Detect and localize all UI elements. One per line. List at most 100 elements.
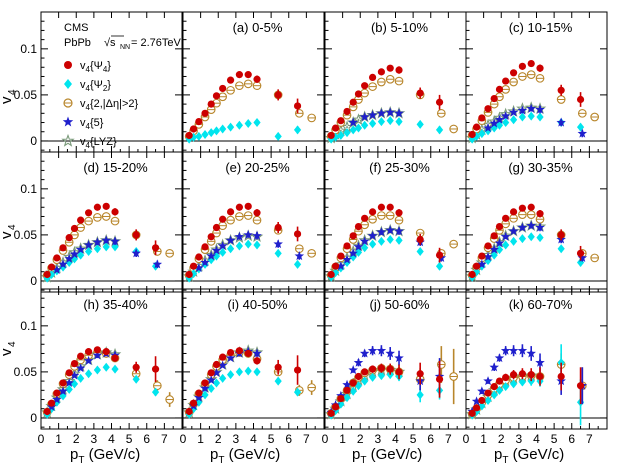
x-tick-label: 4 — [533, 432, 540, 446]
data-point — [377, 371, 385, 381]
data-point — [518, 204, 527, 212]
data-point — [293, 230, 302, 238]
legend-marker-v4-psi4 — [64, 61, 72, 69]
x-tick-label: 3 — [375, 432, 382, 446]
data-point — [102, 362, 110, 372]
data-point — [478, 129, 486, 139]
data-point — [331, 124, 340, 132]
data-point — [207, 369, 215, 377]
data-point — [65, 384, 73, 394]
data-point — [527, 59, 535, 68]
data-point — [495, 385, 504, 395]
data-point — [65, 234, 73, 242]
data-point — [367, 345, 378, 355]
data-point — [252, 230, 262, 240]
series-v4-psi4 — [327, 64, 444, 140]
data-point — [359, 236, 370, 246]
data-point — [185, 131, 193, 140]
data-point — [235, 347, 243, 355]
x-tick-label: 7 — [586, 432, 593, 446]
data-point — [577, 252, 588, 262]
x-tick-label: 1 — [480, 432, 487, 446]
data-point — [416, 89, 424, 97]
data-point — [478, 252, 486, 260]
data-point — [489, 244, 499, 254]
x-tick-label: 2 — [215, 432, 222, 446]
data-point — [500, 111, 511, 121]
data-point — [343, 393, 351, 403]
data-point — [508, 107, 519, 117]
data-point — [211, 367, 222, 377]
y-axis-title-subscript: 4 — [7, 89, 18, 95]
data-point — [386, 64, 394, 72]
data-point — [337, 117, 345, 125]
data-point — [111, 364, 119, 374]
data-point — [484, 105, 492, 113]
data-point — [500, 231, 511, 241]
legend-entry-v4-5: v4{5} — [62, 116, 104, 131]
data-point — [212, 92, 221, 100]
legend-entry-v4-lyz: v4{LYZ} — [61, 133, 117, 150]
data-point — [386, 116, 394, 126]
data-point — [84, 348, 93, 356]
y-axis-title-subscript: 4 — [7, 341, 18, 347]
data-point — [495, 223, 504, 231]
data-point — [368, 365, 377, 373]
data-point — [535, 222, 545, 232]
series-v4-2-2 — [467, 353, 587, 419]
x-axis-title: pT (GeV/c) — [352, 446, 422, 466]
data-point — [468, 270, 476, 279]
data-point — [377, 203, 385, 211]
data-point — [132, 374, 140, 384]
series-v4-psi4 — [468, 362, 585, 417]
data-point — [518, 370, 527, 378]
data-point — [368, 239, 377, 249]
data-point — [43, 407, 51, 416]
y-axis-title: v — [0, 96, 15, 104]
data-point — [253, 357, 261, 365]
data-point — [235, 241, 243, 251]
data-point — [253, 118, 261, 128]
data-point — [102, 242, 110, 252]
legend-marker-v4-psi2 — [64, 79, 72, 89]
data-point — [93, 203, 101, 211]
data-point — [349, 232, 357, 240]
data-point — [343, 128, 351, 138]
data-point — [416, 246, 424, 256]
data-point — [234, 231, 245, 241]
series-v4-psi4 — [327, 360, 444, 417]
y-axis-title: v — [0, 231, 15, 239]
x-tick-label: 4 — [250, 432, 257, 446]
data-point — [509, 379, 518, 389]
x-tick-label: 5 — [551, 432, 558, 446]
y-axis-title-row-3: v 4 — [0, 341, 18, 356]
data-point — [527, 203, 535, 211]
data-point — [84, 369, 93, 379]
y-tick-label: 0 — [30, 134, 37, 148]
data-point — [509, 208, 518, 216]
data-point — [349, 379, 357, 387]
data-point — [395, 235, 403, 245]
series-v4-5 — [194, 229, 305, 273]
series-v4-psi4 — [468, 59, 585, 139]
data-point — [83, 355, 94, 365]
data-point — [101, 235, 111, 245]
x-tick-label: 4 — [108, 432, 115, 446]
data-point — [509, 371, 518, 379]
data-point — [395, 209, 403, 217]
legend-label-v4-2-deta: v4{2,|Δη|>2} — [80, 98, 139, 112]
data-point — [47, 270, 56, 279]
data-point — [354, 223, 363, 231]
data-point — [111, 208, 119, 216]
data-point — [377, 364, 385, 372]
data-point — [359, 348, 370, 358]
x-tick-label: 6 — [285, 432, 292, 446]
data-point — [217, 240, 228, 250]
data-point — [472, 267, 481, 277]
x-axis-title: pT (GeV/c) — [494, 446, 564, 466]
data-point — [484, 242, 492, 250]
data-point — [435, 251, 444, 259]
data-point — [527, 111, 535, 121]
data-point — [484, 389, 492, 397]
data-point — [518, 234, 526, 244]
